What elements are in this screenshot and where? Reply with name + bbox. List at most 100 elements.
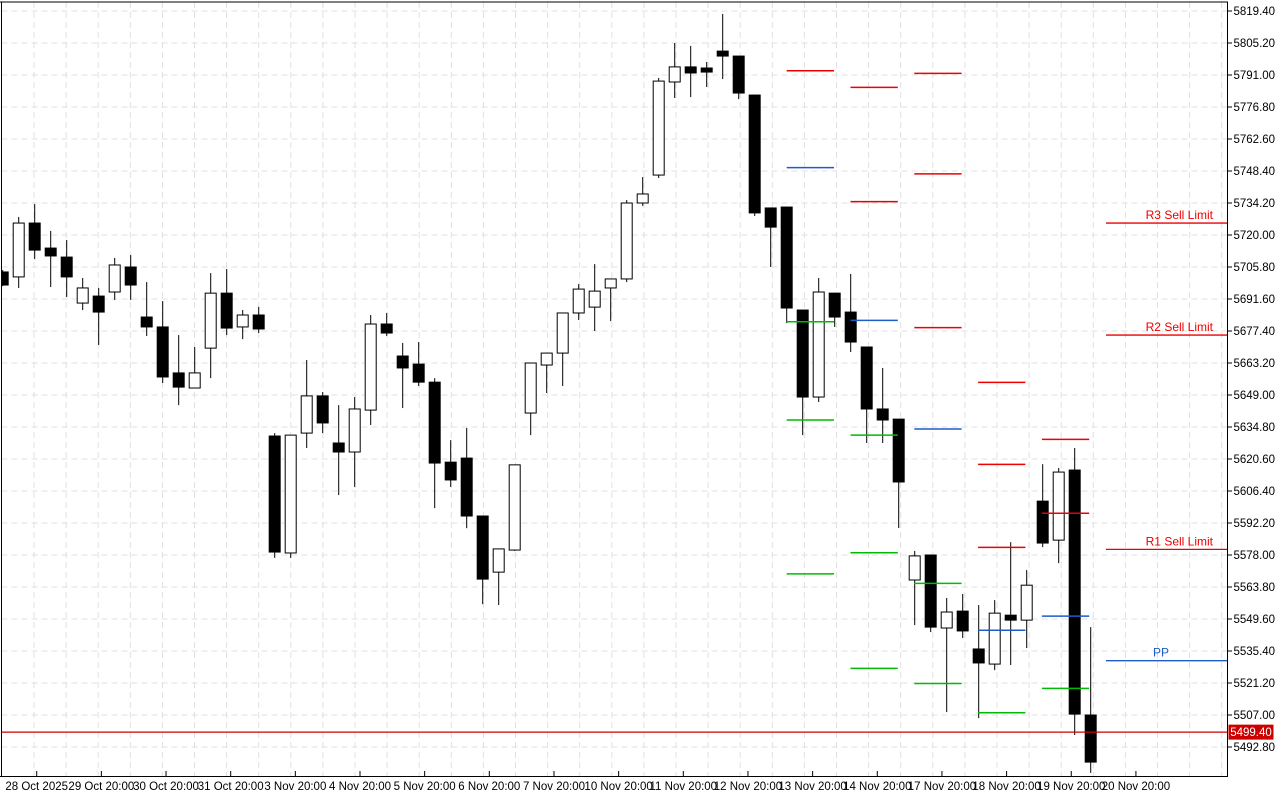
candle: [108, 257, 121, 300]
candle-body-bear: [700, 67, 713, 73]
candle: [764, 207, 777, 267]
candle: [956, 593, 969, 638]
candle: [876, 367, 889, 443]
price-axis-label: 5705.80: [1234, 262, 1276, 274]
pivot-line-r3-sell-limit[interactable]: R3 Sell Limit: [1106, 208, 1228, 224]
candle-body-bear: [732, 55, 745, 94]
pivot-line-r1-sell-limit[interactable]: R1 Sell Limit: [1106, 534, 1228, 551]
price-axis-label: 5762.60: [1234, 134, 1276, 146]
candle-body-bear: [124, 266, 137, 286]
candle-body-bear: [396, 355, 409, 369]
candle: [236, 310, 249, 340]
candle-body-bull: [636, 193, 649, 204]
candle-body-bear: [892, 418, 905, 483]
price-axis-label: 5563.80: [1234, 582, 1276, 594]
candle-body-bear: [924, 554, 937, 628]
candle: [252, 306, 265, 334]
candle: [556, 312, 569, 386]
candle: [972, 605, 985, 719]
candle: [172, 335, 185, 406]
candle-body-bear: [316, 395, 329, 424]
price-axis-label: 5649.00: [1234, 390, 1276, 402]
candle-body-bear: [748, 94, 761, 214]
candle: [220, 269, 233, 336]
time-axis-label: 13 Nov 20:00: [778, 781, 846, 793]
candle-body-bear: [220, 292, 233, 329]
candle-body-bull: [1020, 584, 1033, 621]
price-axis-label: 5691.60: [1234, 294, 1276, 306]
time-axis-label: 30 Oct 20:00: [133, 781, 199, 793]
price-axis-label: 5805.20: [1234, 38, 1276, 50]
pivot-segments-layer: [786, 69, 1090, 714]
candle-body-bull: [76, 287, 89, 304]
candle: [1068, 447, 1081, 736]
pivot-line-label[interactable]: R2 Sell Limit: [1146, 320, 1214, 334]
price-axis-label: 5634.80: [1234, 422, 1276, 434]
candle-body-bear: [764, 207, 777, 228]
candle-body-bull: [300, 395, 313, 434]
price-axis-label: 5535.40: [1234, 646, 1276, 658]
candle: [572, 284, 585, 320]
candle-body-bear: [60, 256, 73, 278]
price-axis-label: 5734.20: [1234, 198, 1276, 210]
candle: [620, 200, 633, 283]
price-axis-label: 5819.40: [1234, 6, 1276, 18]
current-price-badge: 5499.40: [1228, 724, 1274, 740]
candle: [92, 287, 105, 345]
candle: [380, 312, 393, 336]
candle-body-bull: [204, 292, 217, 349]
candle-body-bear: [140, 316, 153, 328]
candle-body-bull: [588, 290, 601, 308]
candle: [300, 360, 313, 448]
time-axis-label: 19 Nov 20:00: [1037, 781, 1105, 793]
pivot-line-pp[interactable]: PP: [1106, 646, 1228, 662]
candle: [636, 177, 649, 206]
candle-body-bear: [972, 648, 985, 664]
candle-body-bear: [380, 323, 393, 334]
candle-body-bear: [684, 66, 697, 74]
candle: [364, 315, 377, 425]
candle: [316, 392, 329, 434]
candle: [988, 600, 1001, 671]
candle: [1, 269, 9, 287]
candle-body-bear: [28, 222, 41, 251]
time-axis-label: 14 Nov 20:00: [843, 781, 911, 793]
price-axis-label: 5663.20: [1234, 358, 1276, 370]
candle: [604, 278, 617, 322]
candle: [748, 94, 761, 217]
candle: [668, 43, 681, 98]
candle: [284, 434, 297, 558]
candle: [540, 352, 553, 393]
candle-body-bear: [44, 247, 57, 257]
candle-body-bear: [1004, 614, 1017, 621]
candle-body-bull: [508, 464, 521, 551]
candle: [1004, 542, 1017, 665]
candle-body-bull: [188, 372, 201, 389]
candle: [732, 55, 745, 100]
candle: [508, 464, 521, 551]
time-axis-label: 11 Nov 20:00: [650, 781, 718, 793]
pivot-line-label[interactable]: R1 Sell Limit: [1146, 534, 1214, 548]
pivot-line-label[interactable]: R3 Sell Limit: [1146, 208, 1214, 222]
candle: [1084, 627, 1097, 773]
candle: [140, 282, 153, 336]
pivot-line-label[interactable]: PP: [1153, 646, 1169, 660]
candle: [892, 418, 905, 528]
price-axis-label: 5606.40: [1234, 486, 1276, 498]
candle-body-bear: [828, 292, 841, 318]
candle-body-bear: [844, 311, 857, 343]
candle: [812, 278, 825, 402]
current-price-badge-text: 5499.40: [1230, 727, 1272, 739]
candle: [908, 550, 921, 626]
candle-body-bear: [412, 363, 425, 383]
candle-body-bull: [652, 80, 665, 176]
price-axis-label: 5549.60: [1234, 614, 1276, 626]
candle: [188, 347, 201, 389]
candle: [1036, 464, 1049, 548]
candle-body-bull: [524, 362, 537, 414]
candle: [460, 427, 473, 529]
candle: [12, 216, 25, 288]
pivot-line-r2-sell-limit[interactable]: R2 Sell Limit: [1106, 320, 1228, 336]
